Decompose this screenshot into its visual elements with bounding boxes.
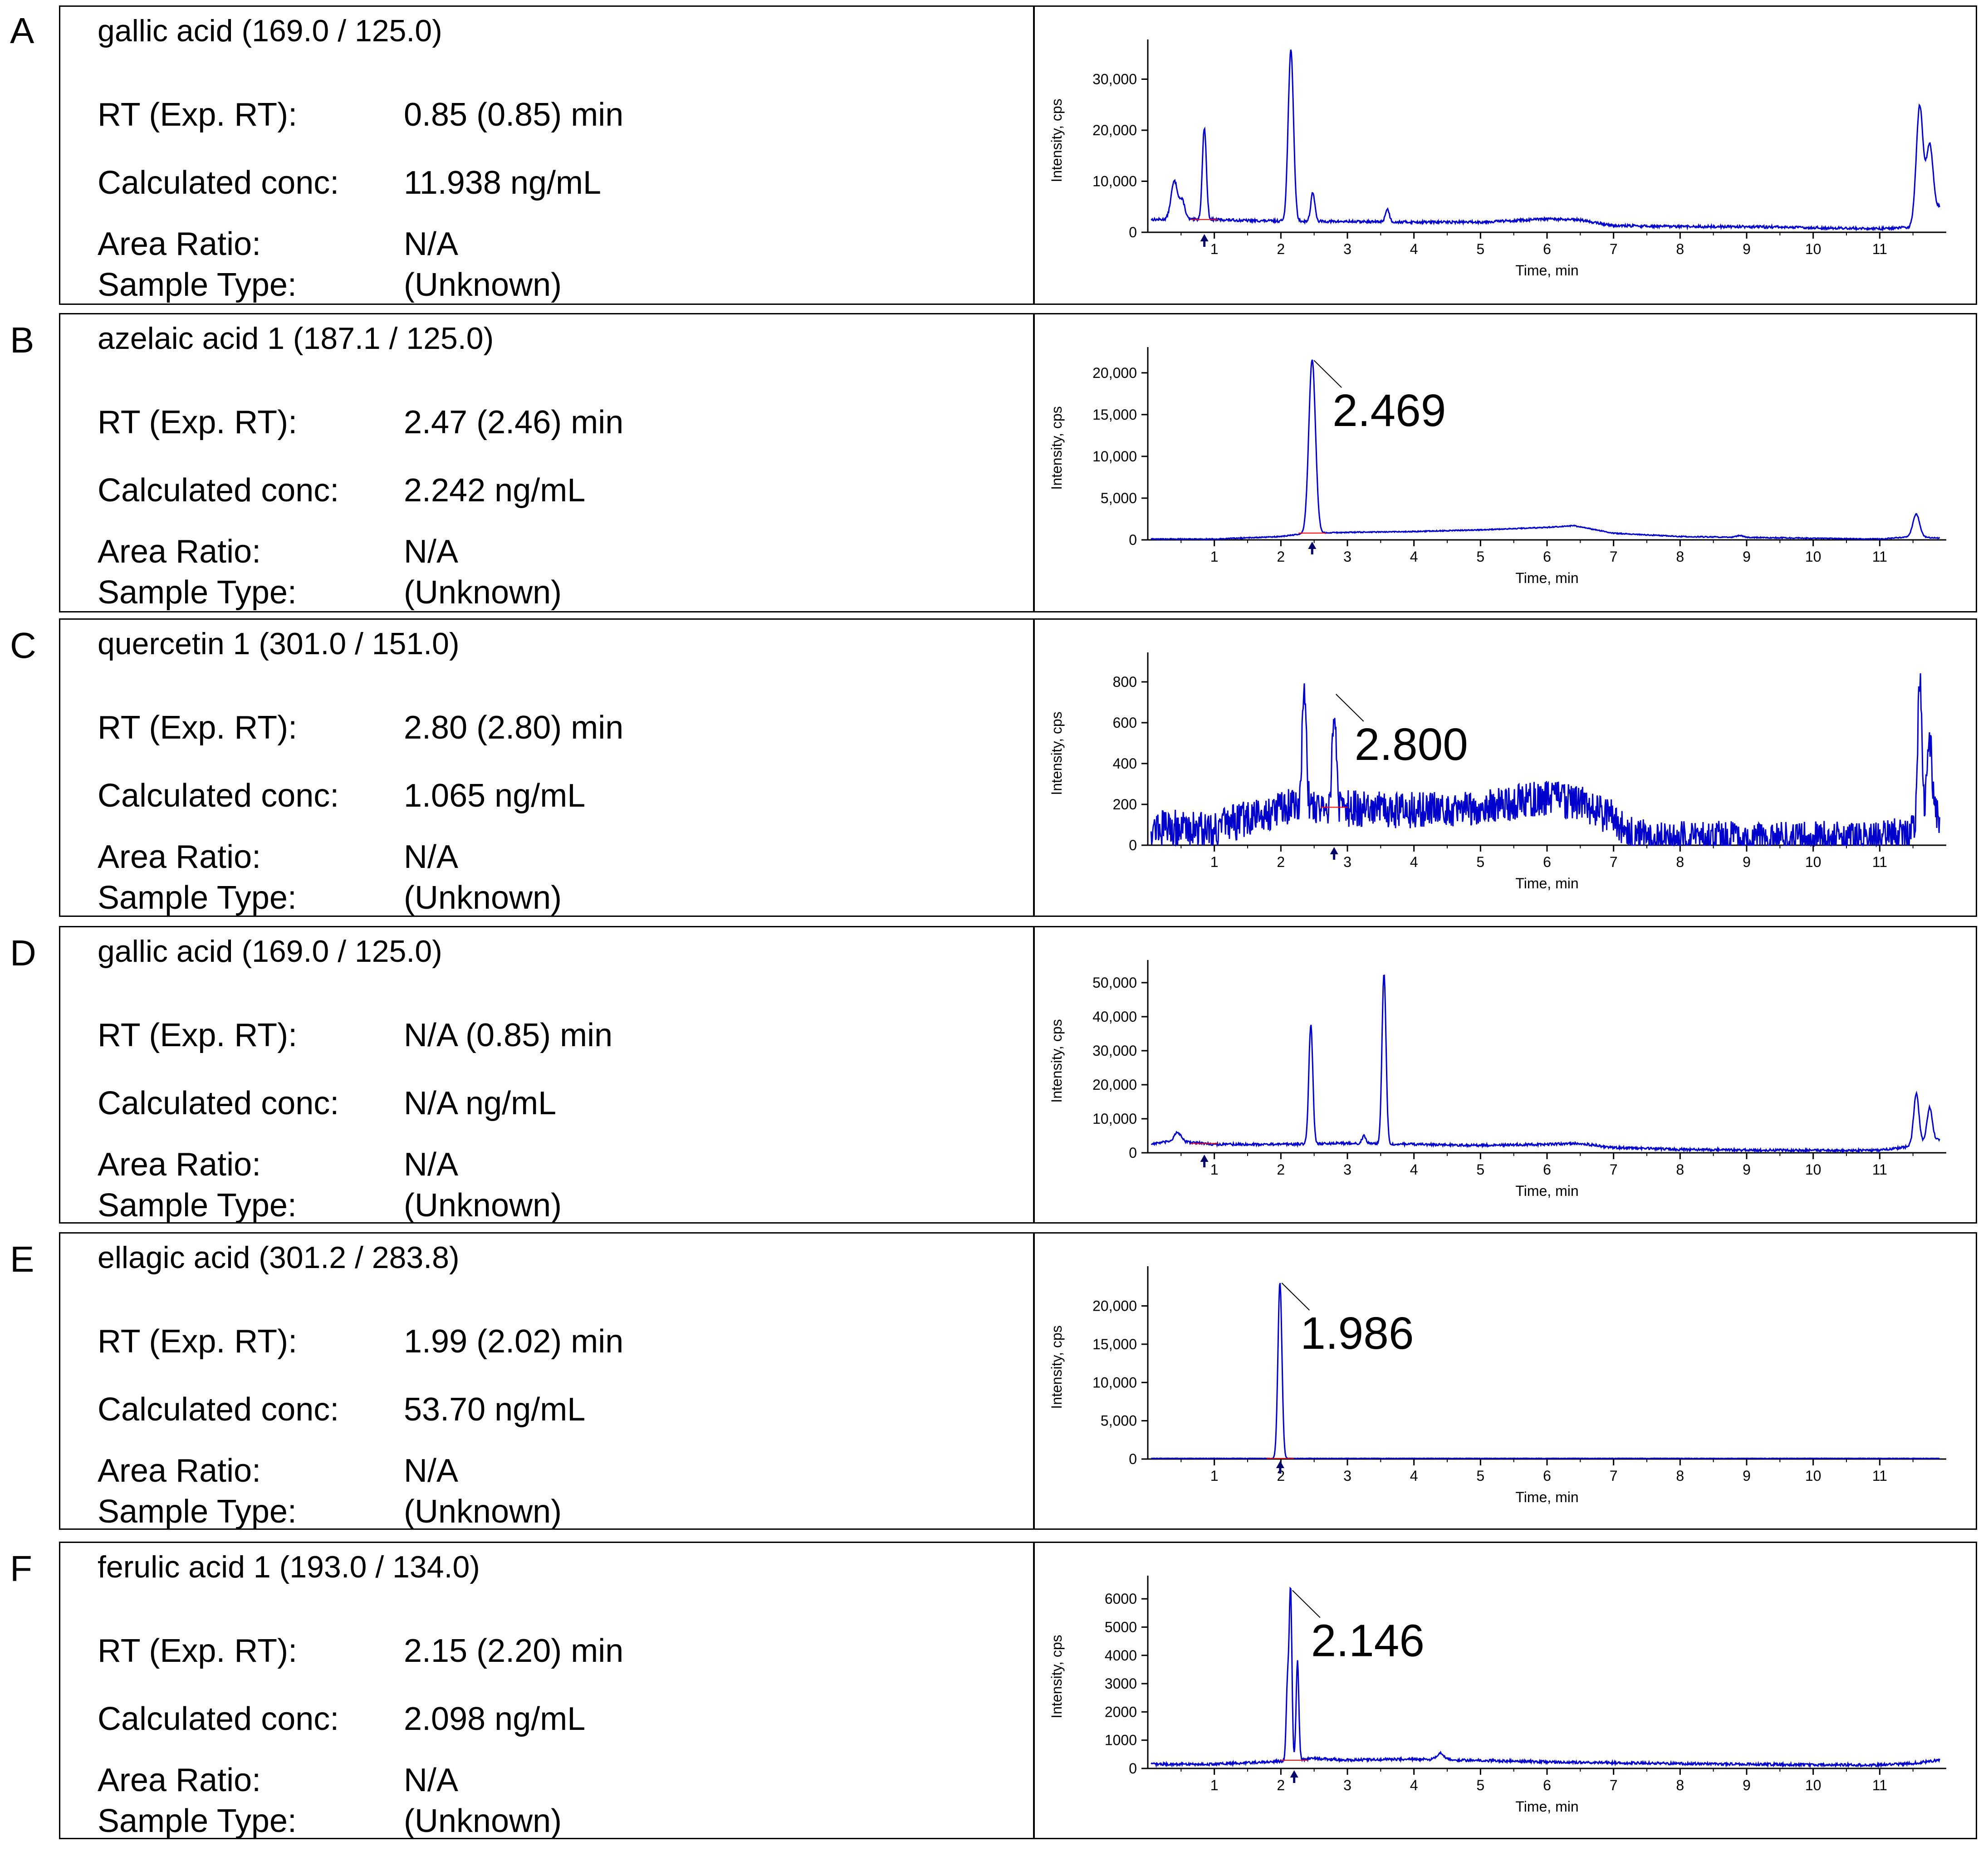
field-value: N/A (404, 1146, 459, 1183)
chromatogram-box (1033, 1232, 1977, 1530)
field-value: N/A (404, 1453, 459, 1489)
field-value: N/A (404, 226, 459, 262)
field-value: 2.80 (2.80) min (404, 710, 624, 746)
chromatogram-box (1033, 1542, 1977, 1839)
field-label: Area Ratio: (98, 1762, 261, 1798)
info-box (59, 313, 1034, 612)
field-label: RT (Exp. RT): (98, 710, 298, 746)
field-value: 53.70 ng/mL (404, 1391, 586, 1428)
field-value: (Unknown) (404, 574, 562, 611)
field-value: N/A (404, 1762, 459, 1798)
field-label: Sample Type: (98, 1187, 297, 1224)
compound-title: gallic acid (169.0 / 125.0) (98, 14, 442, 48)
field-label: Calculated conc: (98, 1085, 339, 1121)
field-label: Sample Type: (98, 267, 297, 303)
field-value: N/A (404, 839, 459, 875)
field-label: Calculated conc: (98, 472, 339, 509)
field-label: Sample Type: (98, 1803, 297, 1839)
field-label: RT (Exp. RT): (98, 1017, 298, 1053)
field-value: (Unknown) (404, 1494, 562, 1530)
field-value: 2.098 ng/mL (404, 1701, 586, 1737)
panel-letter: E (10, 1239, 34, 1279)
info-box (59, 926, 1034, 1224)
field-value: N/A (0.85) min (404, 1017, 613, 1053)
field-label: RT (Exp. RT): (98, 1323, 298, 1360)
info-box (59, 618, 1034, 917)
panel-letter: B (10, 320, 34, 360)
compound-title: ferulic acid 1 (193.0 / 134.0) (98, 1550, 480, 1584)
field-label: Sample Type: (98, 1494, 297, 1530)
field-label: Area Ratio: (98, 1453, 261, 1489)
field-label: Sample Type: (98, 880, 297, 916)
field-value: 2.15 (2.20) min (404, 1633, 624, 1669)
field-label: Area Ratio: (98, 1146, 261, 1183)
field-value: N/A (404, 534, 459, 570)
field-label: Calculated conc: (98, 1701, 339, 1737)
field-label: RT (Exp. RT): (98, 1633, 298, 1669)
field-value: 1.065 ng/mL (404, 778, 586, 814)
field-value: 2.47 (2.46) min (404, 404, 624, 441)
field-value: 1.99 (2.02) min (404, 1323, 624, 1360)
field-label: Calculated conc: (98, 778, 339, 814)
chromatogram-box (1033, 313, 1977, 612)
info-box (59, 1232, 1034, 1530)
field-value: (Unknown) (404, 1187, 562, 1224)
field-value: 0.85 (0.85) min (404, 97, 624, 133)
field-value: (Unknown) (404, 880, 562, 916)
field-label: RT (Exp. RT): (98, 404, 298, 441)
field-value: 2.242 ng/mL (404, 472, 586, 509)
panel-letter: F (10, 1548, 32, 1589)
field-value: N/A ng/mL (404, 1085, 557, 1121)
info-box (59, 5, 1034, 305)
field-label: Area Ratio: (98, 534, 261, 570)
compound-title: gallic acid (169.0 / 125.0) (98, 934, 442, 969)
compound-title: azelaic acid 1 (187.1 / 125.0) (98, 321, 494, 356)
field-label: Area Ratio: (98, 839, 261, 875)
field-label: Sample Type: (98, 574, 297, 611)
panel-letter: A (10, 10, 34, 51)
field-value: (Unknown) (404, 1803, 562, 1839)
chromatogram-box (1033, 618, 1977, 917)
field-label: Calculated conc: (98, 1391, 339, 1428)
field-label: RT (Exp. RT): (98, 97, 298, 133)
compound-title: ellagic acid (301.2 / 283.8) (98, 1240, 460, 1275)
compound-title: quercetin 1 (301.0 / 151.0) (98, 627, 460, 661)
info-box (59, 1542, 1034, 1839)
chromatogram-box (1033, 926, 1977, 1224)
chromatogram-box (1033, 5, 1977, 305)
field-value: (Unknown) (404, 267, 562, 303)
field-value: 11.938 ng/mL (404, 165, 601, 201)
field-label: Area Ratio: (98, 226, 261, 262)
panel-letter: D (10, 933, 36, 973)
field-label: Calculated conc: (98, 165, 339, 201)
panel-letter: C (10, 625, 36, 666)
